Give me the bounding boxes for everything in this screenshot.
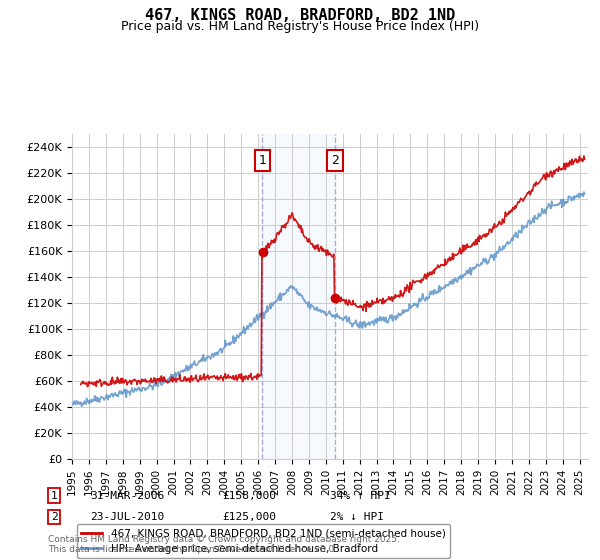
HPI: Average price, semi-detached house, Bradford: (2.01e+03, 1.19e+05): Average price, semi-detached house, Brad… (406, 301, 413, 307)
467, KINGS ROAD, BRADFORD, BD2 1ND (semi-detached house) (405, 286, 412, 292)
467, KINGS ROAD, BRADFORD, BD2 1ND (semi-detached house) (581, 156, 588, 162)
467, KINGS ROAD, BRADFORD, BD2 1ND (semi-detached house) (194, 377, 201, 384)
HPI: Average price, semi-detached house, Bradford: (2.02e+03, 1.45e+05): Average price, semi-detached house, Brad… (468, 268, 475, 274)
Text: 23-JUL-2010: 23-JUL-2010 (90, 512, 164, 522)
HPI: Average price, semi-detached house, Bradford: (2.03e+03, 2.04e+05): Average price, semi-detached house, Brad… (581, 190, 588, 197)
HPI: Average price, semi-detached house, Bradford: (2e+03, 4.27e+04): Average price, semi-detached house, Brad… (68, 400, 76, 407)
Text: 2: 2 (50, 512, 58, 522)
HPI: Average price, semi-detached house, Bradford: (2.02e+03, 1.88e+05): Average price, semi-detached house, Brad… (531, 212, 538, 219)
Legend: 467, KINGS ROAD, BRADFORD, BD2 1ND (semi-detached house), HPI: Average price, se: 467, KINGS ROAD, BRADFORD, BD2 1ND (semi… (77, 524, 449, 558)
Bar (262, 134, 335, 459)
467, KINGS ROAD, BRADFORD, BD2 1ND (semi-detached house) (530, 181, 538, 188)
HPI: Average price, semi-detached house, Bradford: (2e+03, 4.08e+04): Average price, semi-detached house, Brad… (78, 403, 85, 409)
HPI: Average price, semi-detached house, Bradford: (2e+03, 7.41e+04): Average price, semi-detached house, Brad… (194, 360, 202, 366)
Line: 467, KINGS ROAD, BRADFORD, BD2 1ND (semi-detached house): 467, KINGS ROAD, BRADFORD, BD2 1ND (semi… (81, 156, 584, 386)
HPI: Average price, semi-detached house, Bradford: (2e+03, 9.35e+04): Average price, semi-detached house, Brad… (231, 334, 238, 341)
Text: Price paid vs. HM Land Registry's House Price Index (HPI): Price paid vs. HM Land Registry's House … (121, 20, 479, 32)
467, KINGS ROAD, BRADFORD, BD2 1ND (semi-detached house) (467, 242, 475, 249)
467, KINGS ROAD, BRADFORD, BD2 1ND (semi-detached house) (230, 376, 238, 383)
Text: 34% ↑ HPI: 34% ↑ HPI (330, 491, 391, 501)
Text: 467, KINGS ROAD, BRADFORD, BD2 1ND: 467, KINGS ROAD, BRADFORD, BD2 1ND (145, 8, 455, 24)
Text: £125,000: £125,000 (222, 512, 276, 522)
Text: Contains HM Land Registry data © Crown copyright and database right 2025.
This d: Contains HM Land Registry data © Crown c… (48, 535, 400, 554)
Text: 2: 2 (331, 154, 339, 167)
Line: HPI: Average price, semi-detached house, Bradford: HPI: Average price, semi-detached house,… (72, 192, 584, 406)
Text: 1: 1 (259, 154, 266, 167)
467, KINGS ROAD, BRADFORD, BD2 1ND (semi-detached house) (213, 375, 220, 381)
HPI: Average price, semi-detached house, Bradford: (2e+03, 8.22e+04): Average price, semi-detached house, Brad… (214, 349, 221, 356)
Text: 31-MAR-2006: 31-MAR-2006 (90, 491, 164, 501)
Text: 1: 1 (50, 491, 58, 501)
Text: 2% ↓ HPI: 2% ↓ HPI (330, 512, 384, 522)
Text: £158,000: £158,000 (222, 491, 276, 501)
HPI: Average price, semi-detached house, Bradford: (2.03e+03, 2.06e+05): Average price, semi-detached house, Brad… (580, 189, 587, 195)
